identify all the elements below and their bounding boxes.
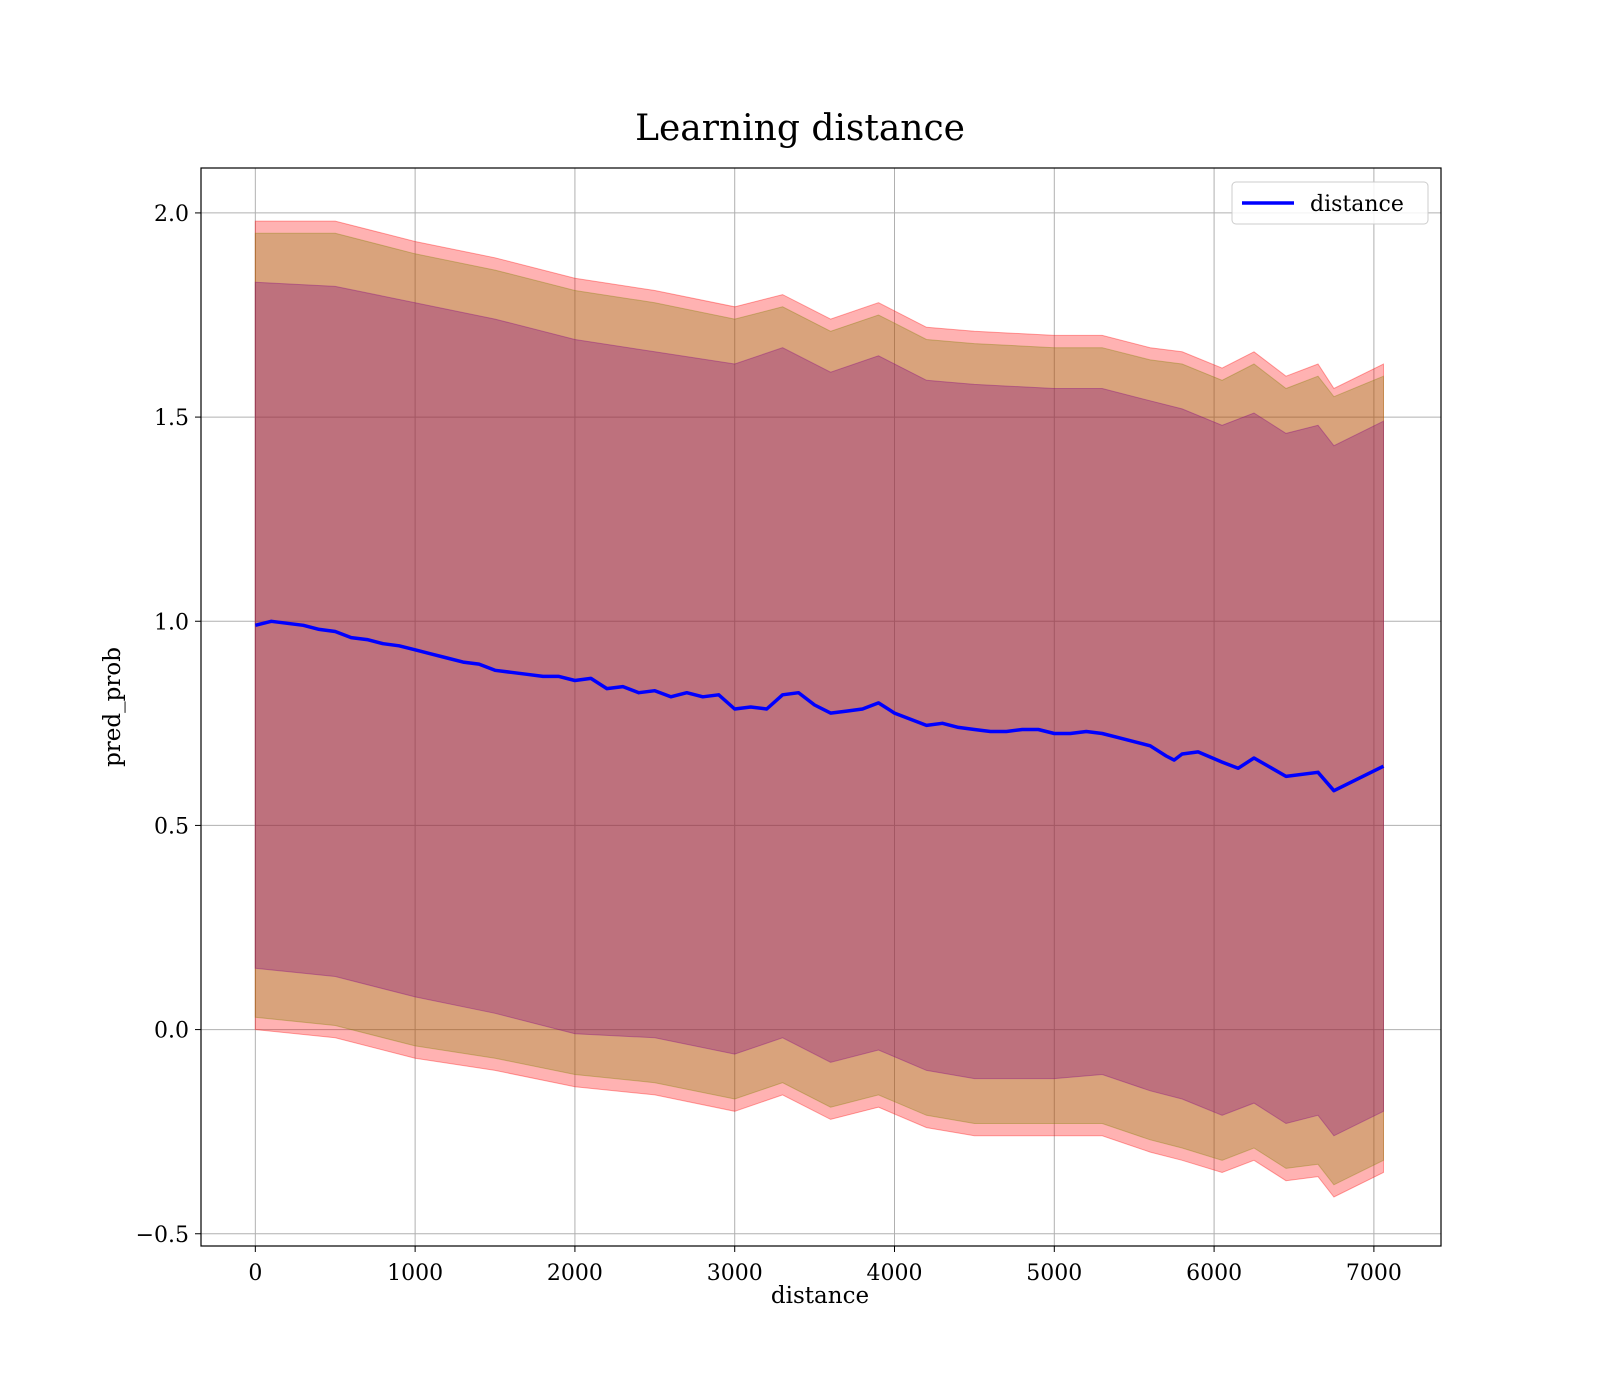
plot-area-frame [200,167,1442,1247]
x-tick-label-2: 2000 [547,1261,603,1286]
x-axis-ticks: 0 1000 2000 3000 4000 5000 6000 7000 [248,1246,1402,1286]
chart-title: Learning distance [635,108,965,149]
legend: distance [1231,181,1429,225]
legend-label-distance: distance [1310,192,1404,217]
legend-box [1231,181,1429,225]
x-tick-label-7: 7000 [1346,1261,1402,1286]
series-line-0 [254,619,1385,793]
y-axis-label: pred_prob [100,647,126,767]
y-tick-label-5: 2.0 [154,202,189,227]
x-tick-label-4: 4000 [867,1261,923,1286]
x-tick-label-6: 6000 [1186,1261,1242,1286]
x-tick-label-1: 1000 [387,1261,443,1286]
y-tick-label-1: 0.0 [154,1019,189,1044]
y-axis-ticks: −0.5 0.0 0.5 1.0 1.5 2.0 [136,202,201,1248]
y-tick-label-4: 1.5 [154,406,189,431]
series-lines [254,619,1385,793]
x-tick-label-3: 3000 [707,1261,763,1286]
x-tick-label-0: 0 [248,1261,262,1286]
x-axis-label: distance [771,1283,869,1309]
x-tick-label-5: 5000 [1026,1261,1082,1286]
y-tick-label-2: 0.5 [154,814,189,839]
y-tick-label-3: 1.0 [154,610,189,635]
y-tick-label-0: −0.5 [136,1223,189,1248]
